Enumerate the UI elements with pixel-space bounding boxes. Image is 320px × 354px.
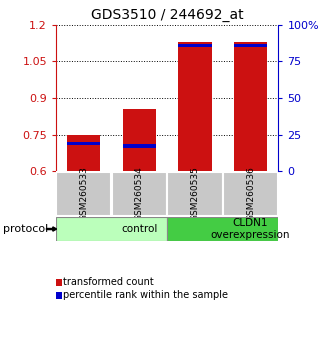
Text: GSM260536: GSM260536: [246, 167, 255, 222]
Bar: [178, 42, 212, 171]
Bar: [123, 109, 156, 171]
Bar: [123, 144, 156, 148]
FancyBboxPatch shape: [167, 217, 278, 241]
FancyBboxPatch shape: [56, 217, 167, 241]
Text: CLDN1
overexpression: CLDN1 overexpression: [211, 218, 290, 240]
Bar: [234, 42, 267, 171]
Text: GSM260535: GSM260535: [190, 167, 199, 222]
Text: transformed count: transformed count: [63, 277, 154, 287]
FancyBboxPatch shape: [112, 172, 167, 216]
Text: percentile rank within the sample: percentile rank within the sample: [63, 290, 228, 300]
Bar: [178, 44, 212, 47]
Text: control: control: [121, 224, 157, 234]
FancyBboxPatch shape: [167, 172, 222, 216]
Text: protocol: protocol: [3, 224, 48, 234]
FancyBboxPatch shape: [223, 172, 278, 216]
Text: GSM260534: GSM260534: [135, 167, 144, 221]
FancyBboxPatch shape: [56, 172, 111, 216]
Bar: [67, 135, 100, 171]
Title: GDS3510 / 244692_at: GDS3510 / 244692_at: [91, 8, 244, 22]
Bar: [67, 142, 100, 145]
Text: GSM260533: GSM260533: [79, 167, 88, 222]
Bar: [234, 44, 267, 47]
